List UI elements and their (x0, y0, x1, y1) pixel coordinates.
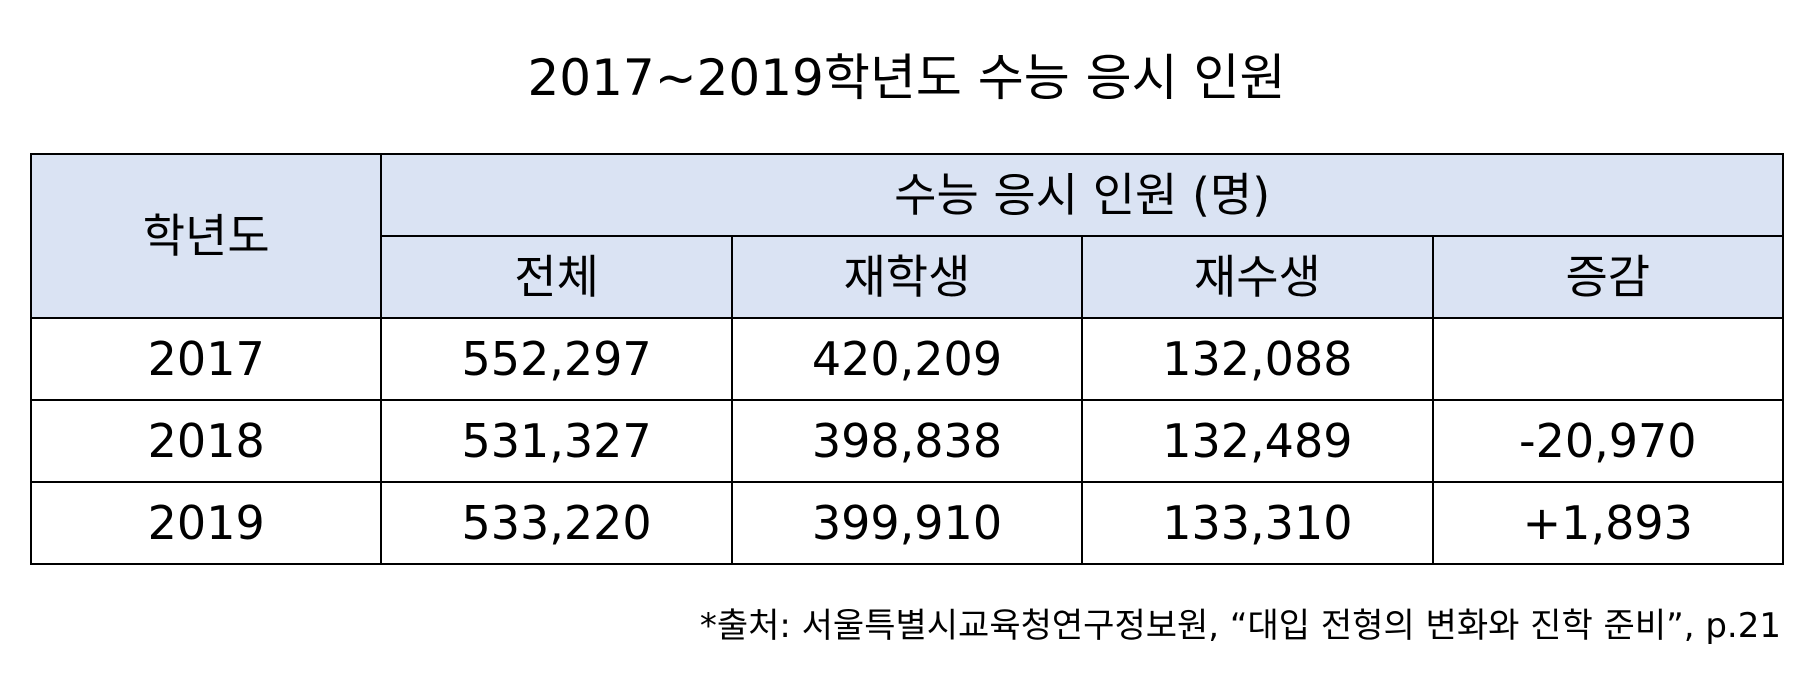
cell-change: -20,970 (1431, 399, 1784, 483)
header-group: 수능 응시 인원 (명) (380, 153, 1784, 237)
cell-change: +1,893 (1431, 481, 1784, 565)
header-total: 전체 (380, 235, 733, 319)
cell-repeat: 132,489 (1081, 399, 1434, 483)
header-row-1: 학년도 수능 응시 인원 (명) (29, 153, 1784, 319)
cell-enrolled: 420,209 (730, 317, 1084, 401)
data-table: 학년도 수능 응시 인원 (명) 전체 재학생 재수생 증감 2017 552,… (29, 153, 1784, 565)
header-row-2: 전체 재학생 재수생 증감 (31, 235, 1784, 319)
cell-total: 552,297 (380, 317, 733, 401)
cell-total: 531,327 (380, 399, 733, 483)
cell-total: 533,220 (380, 481, 733, 565)
cell-enrolled: 399,910 (730, 481, 1084, 565)
cell-year: 2017 (29, 317, 383, 401)
cell-repeat: 133,310 (1081, 481, 1434, 565)
cell-enrolled: 398,838 (730, 399, 1084, 483)
table-row: 2018 531,327 398,838 132,489 -20,970 (29, 399, 1784, 483)
table-row: 2017 552,297 420,209 132,088 (29, 317, 1784, 401)
header-enrolled: 재학생 (730, 235, 1084, 319)
header-change: 증감 (1431, 235, 1784, 319)
header-repeat: 재수생 (1081, 235, 1434, 319)
table-header: 학년도 수능 응시 인원 (명) 전체 재학생 재수생 증감 (29, 153, 1784, 319)
table-row: 2019 533,220 399,910 133,310 +1,893 (29, 481, 1784, 565)
cell-year: 2018 (29, 399, 383, 483)
cell-repeat: 132,088 (1081, 317, 1434, 401)
header-year: 학년도 (29, 153, 383, 319)
cell-change (1431, 317, 1784, 401)
cell-year: 2019 (29, 481, 383, 565)
source-note: *출처: 서울특별시교육청연구정보원, “대입 전형의 변화와 진학 준비”, … (699, 606, 1781, 646)
chart-title: 2017~2019학년도 수능 응시 인원 (527, 49, 1286, 107)
